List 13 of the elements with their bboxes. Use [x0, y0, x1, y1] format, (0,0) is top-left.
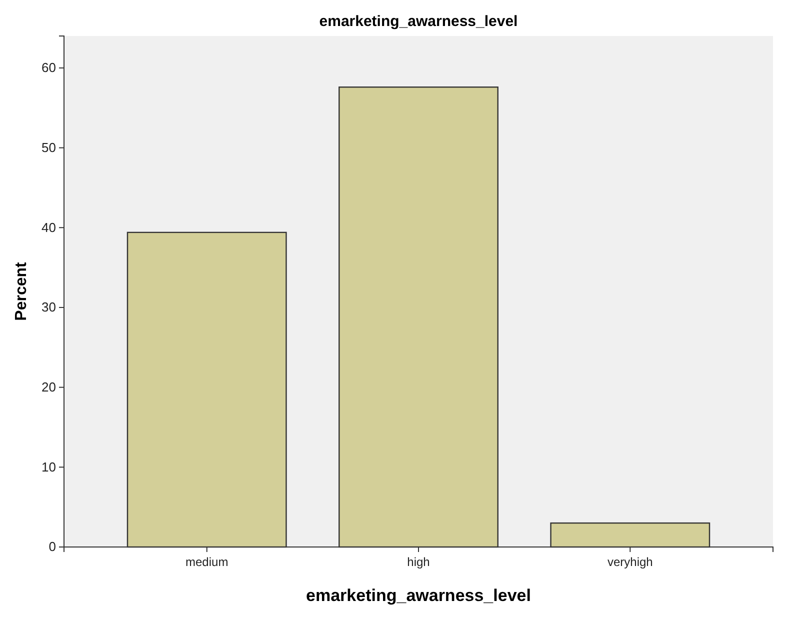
x-tick-label: veryhigh [607, 554, 653, 569]
y-tick-label: 60 [42, 60, 56, 76]
y-tick-label: 10 [42, 459, 56, 474]
chart-title: emarketing_awarness_level [319, 13, 518, 30]
y-tick-label: 0 [48, 539, 56, 554]
x-tick-label: high [407, 554, 430, 569]
x-axis-title: emarketing_awarness_level [306, 586, 531, 605]
y-axis-title: Percent [13, 261, 30, 321]
y-tick-label: 40 [42, 220, 56, 235]
x-tick-label: medium [186, 554, 228, 569]
y-tick-label: 50 [42, 140, 56, 155]
y-tick-label: 30 [42, 300, 56, 315]
y-tick-label: 20 [42, 379, 56, 394]
